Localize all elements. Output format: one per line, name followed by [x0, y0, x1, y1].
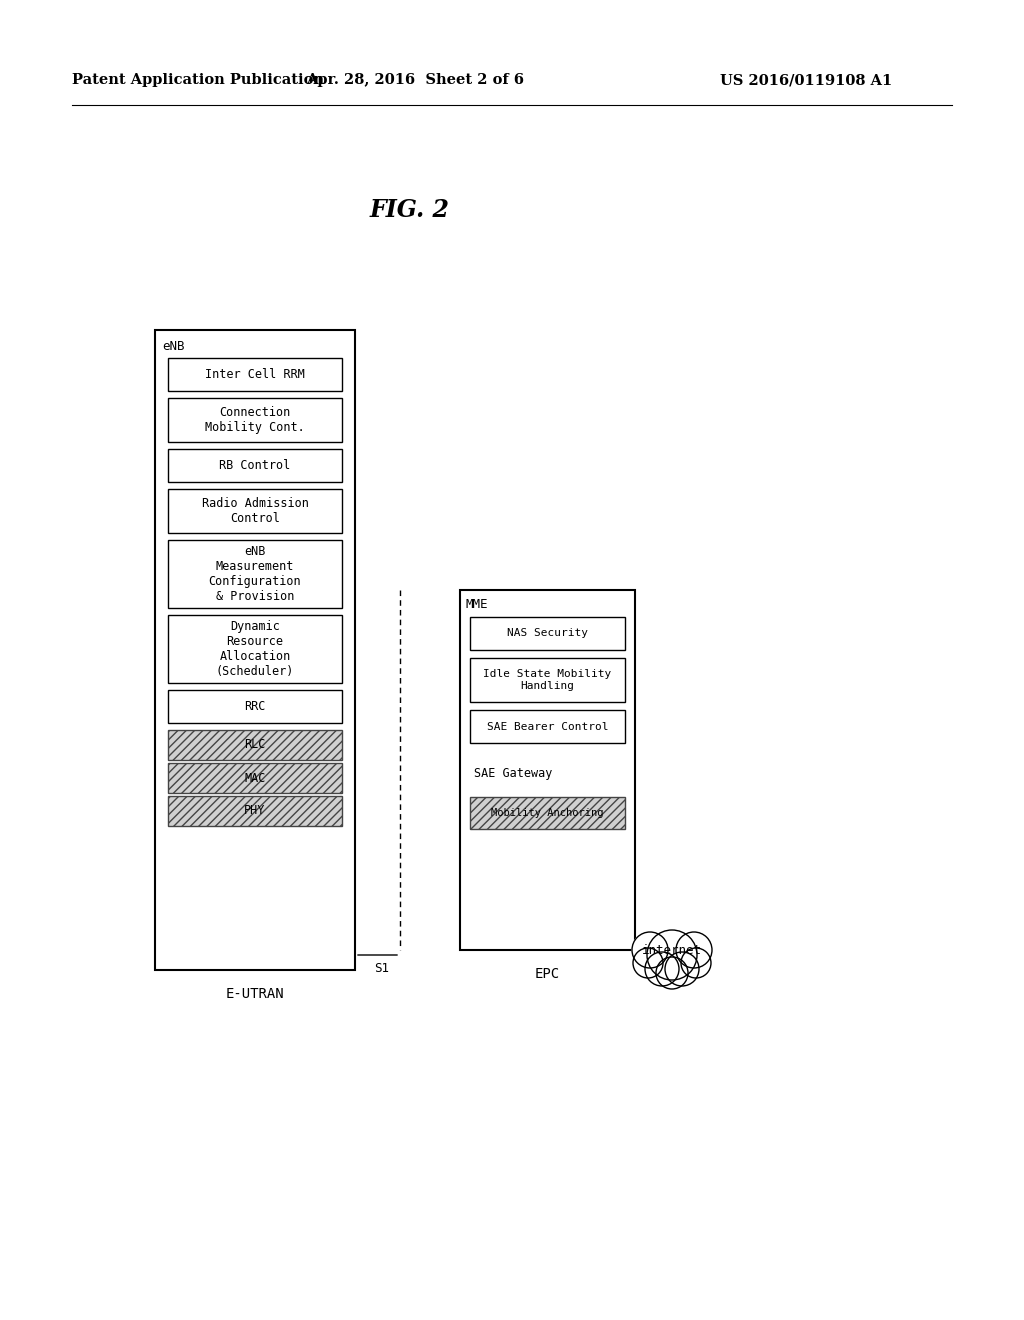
Circle shape	[647, 931, 697, 979]
Text: E-UTRAN: E-UTRAN	[225, 987, 285, 1001]
Text: RLC: RLC	[245, 738, 265, 751]
Bar	[168, 763, 342, 793]
Text: SAE Gateway: SAE Gateway	[474, 767, 552, 780]
Text: S1: S1	[375, 961, 389, 974]
Text: Idle State Mobility
Handling: Idle State Mobility Handling	[483, 669, 611, 690]
Text: Mobility Anchoring: Mobility Anchoring	[492, 808, 604, 818]
Bar	[470, 710, 625, 743]
Circle shape	[656, 957, 688, 989]
Bar	[155, 330, 355, 970]
Circle shape	[645, 952, 679, 986]
Text: EPC: EPC	[535, 968, 560, 981]
Text: Dynamic
Resource
Allocation
(Scheduler): Dynamic Resource Allocation (Scheduler)	[216, 620, 294, 678]
Bar	[168, 540, 342, 609]
Bar	[470, 657, 625, 702]
Bar	[168, 449, 342, 482]
Text: eNB: eNB	[162, 339, 184, 352]
Bar	[168, 796, 342, 826]
Text: PHY: PHY	[245, 804, 265, 817]
Text: internet: internet	[642, 944, 702, 957]
Circle shape	[632, 932, 668, 968]
Bar	[470, 797, 625, 829]
Circle shape	[633, 948, 663, 978]
Text: US 2016/0119108 A1: US 2016/0119108 A1	[720, 73, 892, 87]
Bar	[168, 615, 342, 682]
Text: Inter Cell RRM: Inter Cell RRM	[205, 368, 305, 381]
Bar	[168, 358, 342, 391]
Text: eNB
Measurement
Configuration
& Provision: eNB Measurement Configuration & Provisio…	[209, 545, 301, 603]
Bar	[460, 590, 635, 950]
Text: MAC: MAC	[245, 771, 265, 784]
Text: Patent Application Publication: Patent Application Publication	[72, 73, 324, 87]
Text: NAS Security: NAS Security	[507, 628, 588, 639]
Text: SAE Bearer Control: SAE Bearer Control	[486, 722, 608, 731]
Circle shape	[681, 948, 711, 978]
Bar	[168, 730, 342, 760]
Text: RB Control: RB Control	[219, 459, 291, 473]
Circle shape	[676, 932, 712, 968]
Text: MME: MME	[466, 598, 488, 611]
Text: Connection
Mobility Cont.: Connection Mobility Cont.	[205, 407, 305, 434]
Bar	[470, 616, 625, 649]
Bar	[168, 399, 342, 442]
Circle shape	[665, 952, 699, 986]
Text: FIG. 2: FIG. 2	[370, 198, 450, 222]
Text: Radio Admission
Control: Radio Admission Control	[202, 498, 308, 525]
Text: RRC: RRC	[245, 700, 265, 713]
Bar	[168, 690, 342, 723]
Text: Apr. 28, 2016  Sheet 2 of 6: Apr. 28, 2016 Sheet 2 of 6	[306, 73, 524, 87]
Bar	[168, 488, 342, 533]
